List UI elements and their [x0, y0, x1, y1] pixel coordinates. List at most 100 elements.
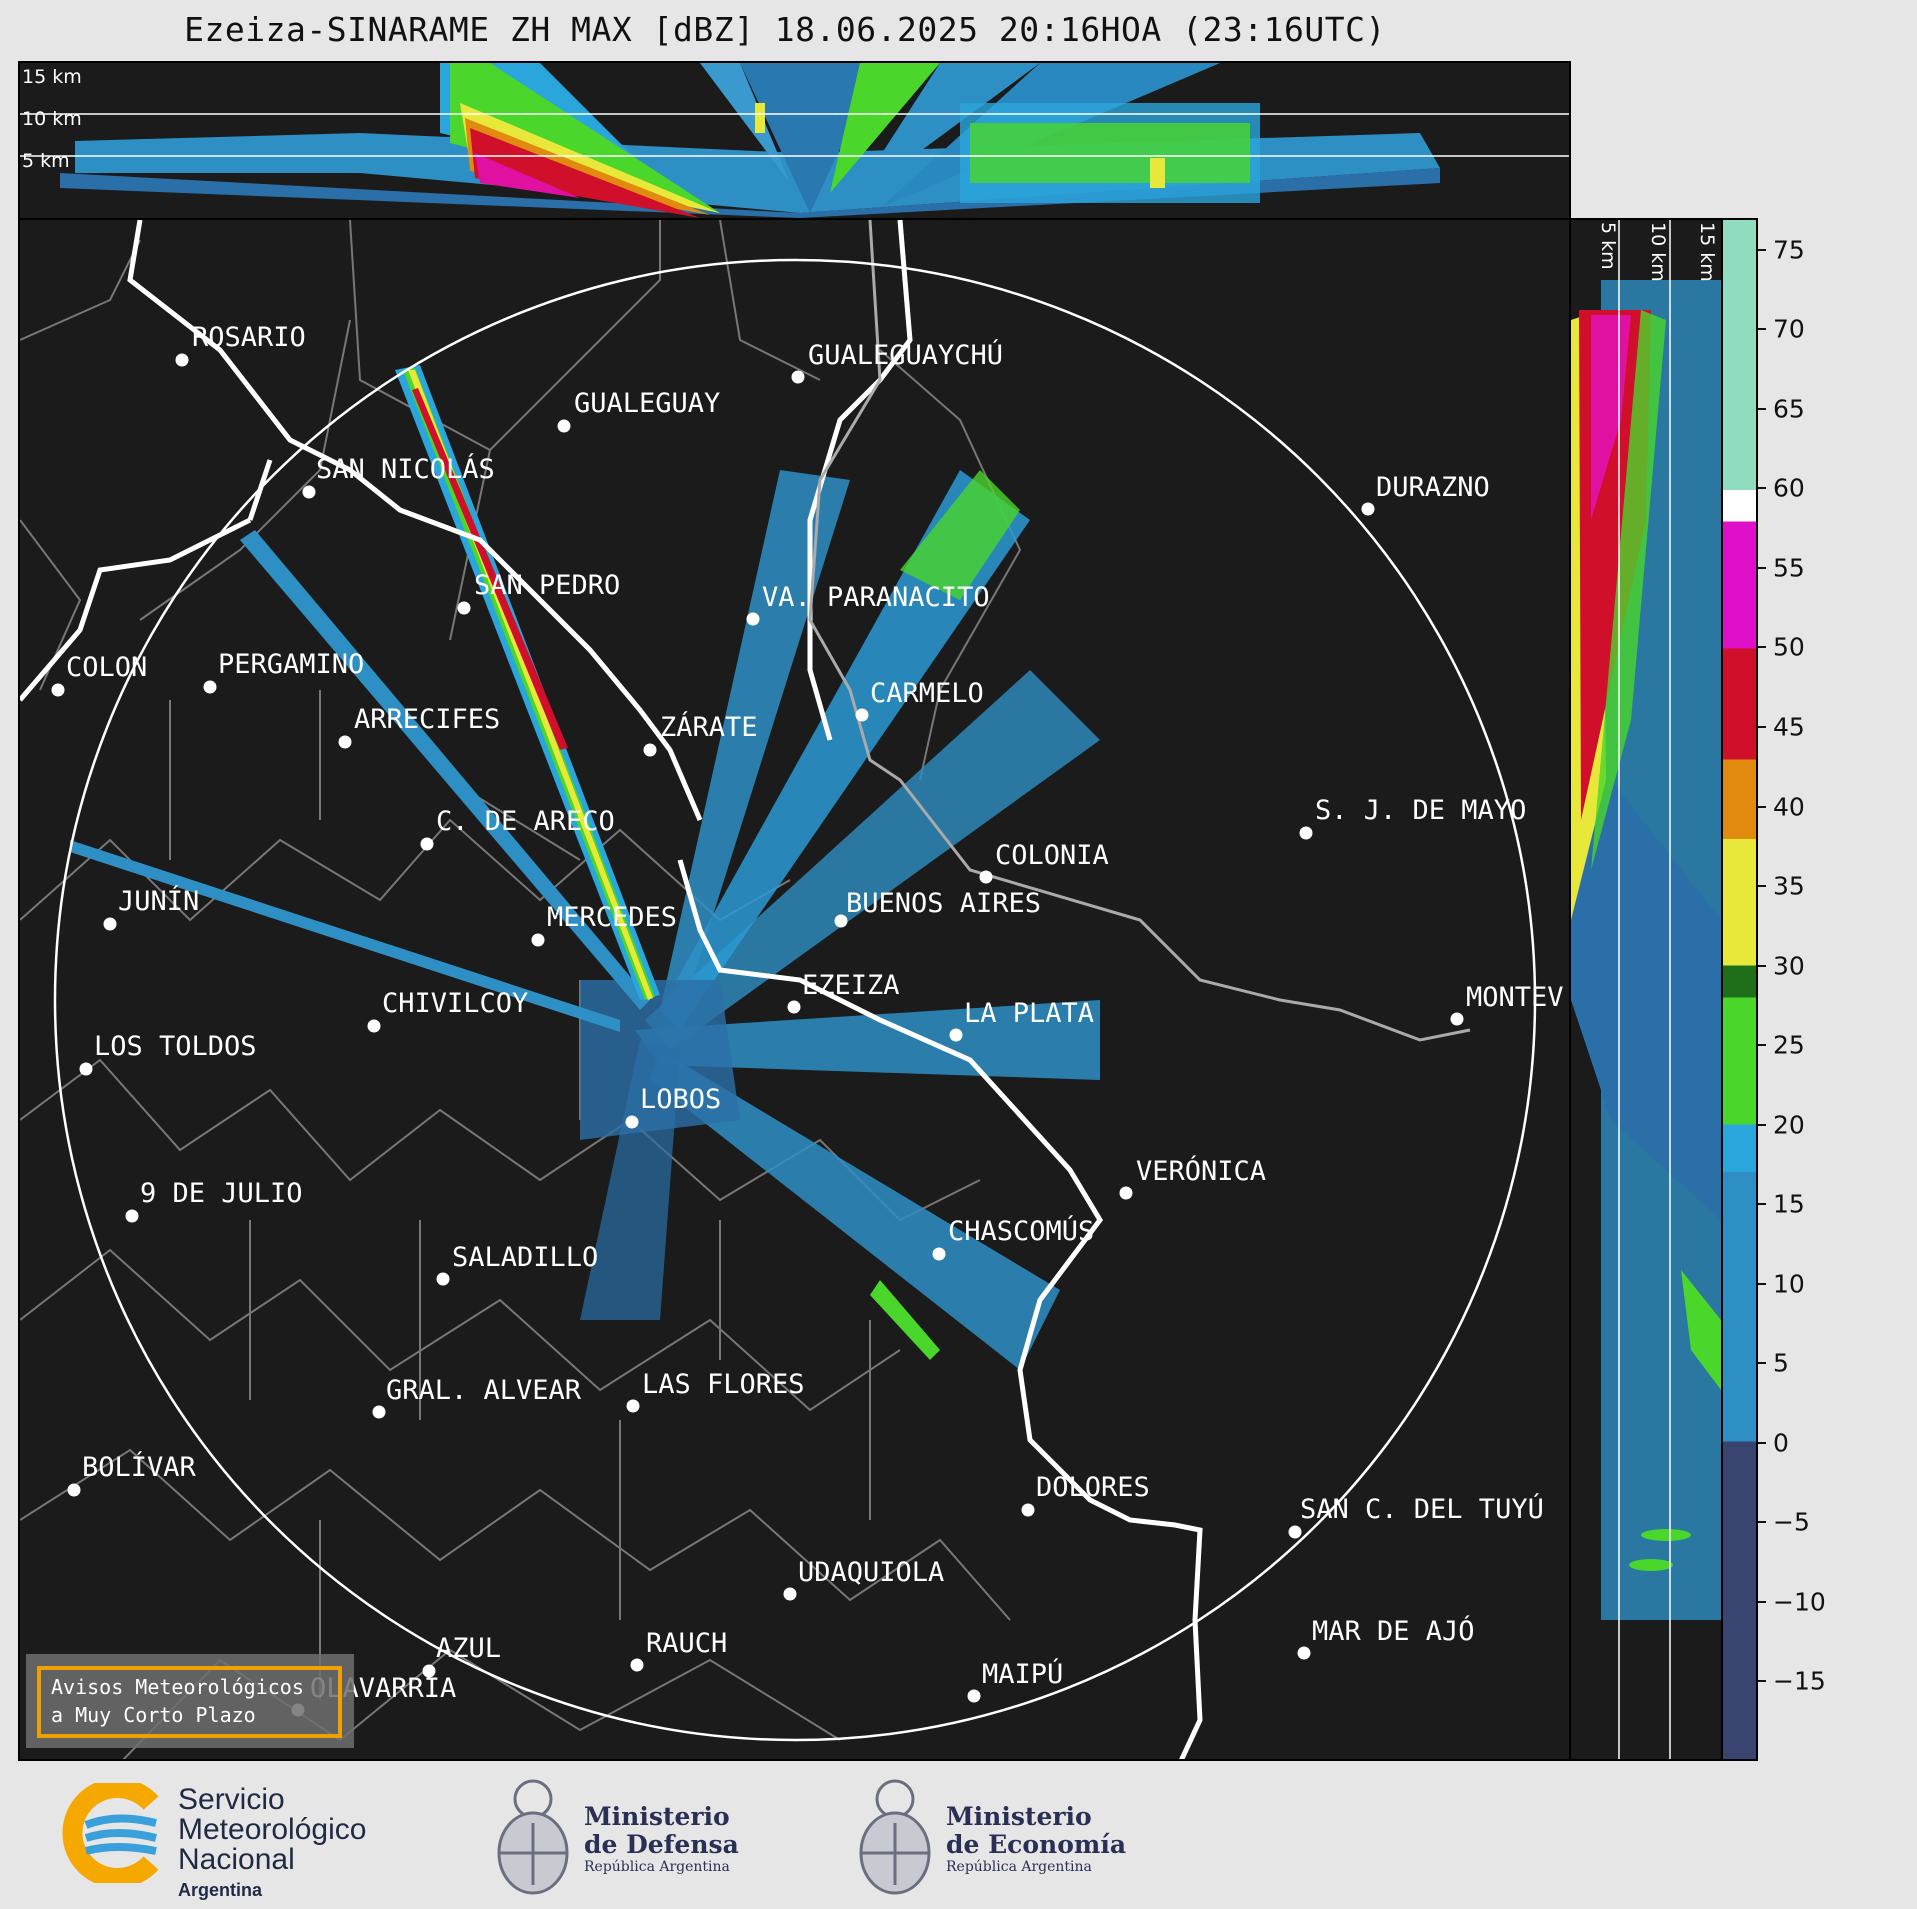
- colorbar-tick: [1758, 1362, 1766, 1365]
- city-label-mercedes: MERCEDES: [547, 902, 678, 933]
- city-label-veronica: VERÓNICA: [1136, 1156, 1267, 1187]
- map-title: Ezeiza-SINARAME ZH MAX [dBZ] 18.06.2025 …: [184, 10, 1386, 49]
- city-label-bolivar: BOLÍVAR: [82, 1452, 196, 1483]
- city-dot-montevideo: [1450, 1012, 1464, 1026]
- avisos-line2: a Muy Corto Plazo: [51, 1703, 256, 1727]
- city-label-dolores: DOLORES: [1036, 1472, 1150, 1503]
- city-dot-rauch: [630, 1658, 644, 1672]
- city-label-las-flores: LAS FLORES: [642, 1369, 805, 1400]
- city-label-durazno: DURAZNO: [1376, 472, 1490, 503]
- side-cross-section-plot: [1571, 220, 1721, 1759]
- city-label-gualeguaychu: GUALEGUAYCHÚ: [808, 340, 1004, 371]
- footer: Servicio Meteorológico Nacional Argentin…: [0, 1763, 1917, 1909]
- city-dot-mercedes: [531, 933, 545, 947]
- colorbar-tick: [1758, 1680, 1766, 1683]
- colorbar-tick: [1758, 646, 1766, 649]
- top-cross-section-plot: [20, 63, 1569, 218]
- city-label-va-paranacito: VA. PARANACITO: [762, 582, 990, 613]
- city-dot-gualeguay: [557, 419, 571, 433]
- colorbar-tick: [1758, 487, 1766, 490]
- side-alt-5km: 5 km: [1597, 222, 1619, 270]
- colorbar-tick-label: −15: [1773, 1666, 1826, 1696]
- city-dot-colon: [51, 683, 65, 697]
- side-alt-10km: 10 km: [1647, 222, 1669, 282]
- city-label-los-toldos: LOS TOLDOS: [94, 1031, 257, 1062]
- colorbar-tick: [1758, 1600, 1766, 1603]
- smn-line3: Nacional: [178, 1843, 295, 1876]
- top-alt-5km: 5 km: [22, 150, 70, 172]
- avisos-inner[interactable]: Avisos Meteorológicos a Muy Corto Plazo: [37, 1666, 342, 1738]
- city-dot-veronica: [1119, 1186, 1133, 1200]
- city-dot-junin: [103, 917, 117, 931]
- city-dot-gral-alvear: [372, 1405, 386, 1419]
- colorbar-tick-label: 55: [1773, 553, 1805, 583]
- city-dot-chivilcoy: [367, 1019, 381, 1033]
- city-dot-arrecifes: [338, 735, 352, 749]
- economia-sub: República Argentina: [946, 1859, 1092, 1875]
- economia-seal-icon: [859, 1779, 931, 1895]
- colorbar-tick: [1758, 1521, 1766, 1524]
- city-dot-las-flores: [626, 1399, 640, 1413]
- colorbar-tick: [1758, 248, 1766, 251]
- city-label-arrecifes: ARRECIFES: [354, 704, 501, 735]
- city-dot-san-pedro: [457, 601, 471, 615]
- colorbar-tick-label: 15: [1773, 1189, 1805, 1219]
- city-dot-va-paranacito: [746, 612, 760, 626]
- city-dot-bolivar: [67, 1483, 81, 1497]
- colorbar-tick-label: 70: [1773, 314, 1805, 344]
- city-dot-pergamino: [203, 680, 217, 694]
- dbz-colorbar: [1721, 218, 1758, 1761]
- range-ring: [53, 258, 1537, 1742]
- city-label-pergamino: PERGAMINO: [218, 649, 365, 680]
- department-boundaries: [20, 220, 1022, 1759]
- city-dot-gualeguaychu: [791, 370, 805, 384]
- city-label-mar-de-ajo: MAR DE AJÓ: [1312, 1616, 1475, 1647]
- city-label-ezeiza: EZEIZA: [802, 970, 900, 1001]
- city-label-lobos: LOBOS: [640, 1084, 722, 1115]
- colorbar-tick-label: 10: [1773, 1269, 1805, 1299]
- colorbar-tick: [1758, 1441, 1766, 1444]
- radar-map: ROSARIO GUALEGUAYCHÚ GUALEGUAY SAN NICOL…: [18, 218, 1571, 1761]
- defensa-logo-text: Ministerio de Defensa República Argentin…: [584, 1802, 739, 1876]
- city-dot-9-de-julio: [125, 1209, 139, 1223]
- colorbar-tick: [1758, 407, 1766, 410]
- colorbar-tick-label: 0: [1773, 1428, 1789, 1458]
- colorbar-tick-label: 75: [1773, 235, 1805, 265]
- defensa-line1: Ministerio: [584, 1802, 730, 1831]
- city-label-junin: JUNÍN: [118, 886, 200, 917]
- city-label-9-de-julio: 9 DE JULIO: [140, 1178, 303, 1209]
- colorbar-tick-label: 35: [1773, 871, 1805, 901]
- colorbar-tick-label: 40: [1773, 792, 1805, 822]
- smn-logo-icon: [62, 1783, 159, 1883]
- smn-logo-text: Servicio Meteorológico Nacional Argentin…: [178, 1785, 366, 1905]
- smn-line1: Servicio: [178, 1783, 285, 1816]
- city-dot-saladillo: [436, 1272, 450, 1286]
- side-cross-section: 5 km 10 km 15 km: [1569, 218, 1723, 1761]
- city-label-chivilcoy: CHIVILCOY: [382, 988, 529, 1019]
- city-dot-azul: [422, 1664, 436, 1678]
- colorbar-tick-label: 45: [1773, 712, 1805, 742]
- city-label-colon: COLON: [66, 652, 148, 683]
- avisos-line1: Avisos Meteorológicos: [51, 1675, 304, 1699]
- colorbar-tick: [1758, 1282, 1766, 1285]
- smn-line2: Meteorológico: [178, 1813, 367, 1846]
- colorbar-tick-label: −5: [1773, 1507, 1810, 1537]
- colorbar-tick: [1758, 566, 1766, 569]
- city-dot-carmelo: [855, 708, 869, 722]
- city-label-rauch: RAUCH: [646, 1628, 728, 1659]
- colorbar-tick-label: 30: [1773, 951, 1805, 981]
- city-label-udaquiola: UDAQUIOLA: [798, 1557, 945, 1588]
- colorbar-tick-label: −10: [1773, 1587, 1826, 1617]
- top-cross-section: 15 km 10 km 5 km: [18, 61, 1571, 220]
- radar-map-svg: [20, 220, 1537, 1759]
- colorbar-tick-label: 50: [1773, 632, 1805, 662]
- top-alt-15km: 15 km: [22, 66, 82, 88]
- city-dot-dolores: [1021, 1503, 1035, 1517]
- defensa-seal-icon: [497, 1779, 569, 1895]
- city-dot-chascomus: [932, 1247, 946, 1261]
- colorbar-tick-label: 25: [1773, 1030, 1805, 1060]
- coastline: [808, 220, 1471, 1042]
- side-alt-15km: 15 km: [1696, 222, 1718, 282]
- city-dot-zarate: [643, 743, 657, 757]
- smn-country: Argentina: [178, 1880, 263, 1900]
